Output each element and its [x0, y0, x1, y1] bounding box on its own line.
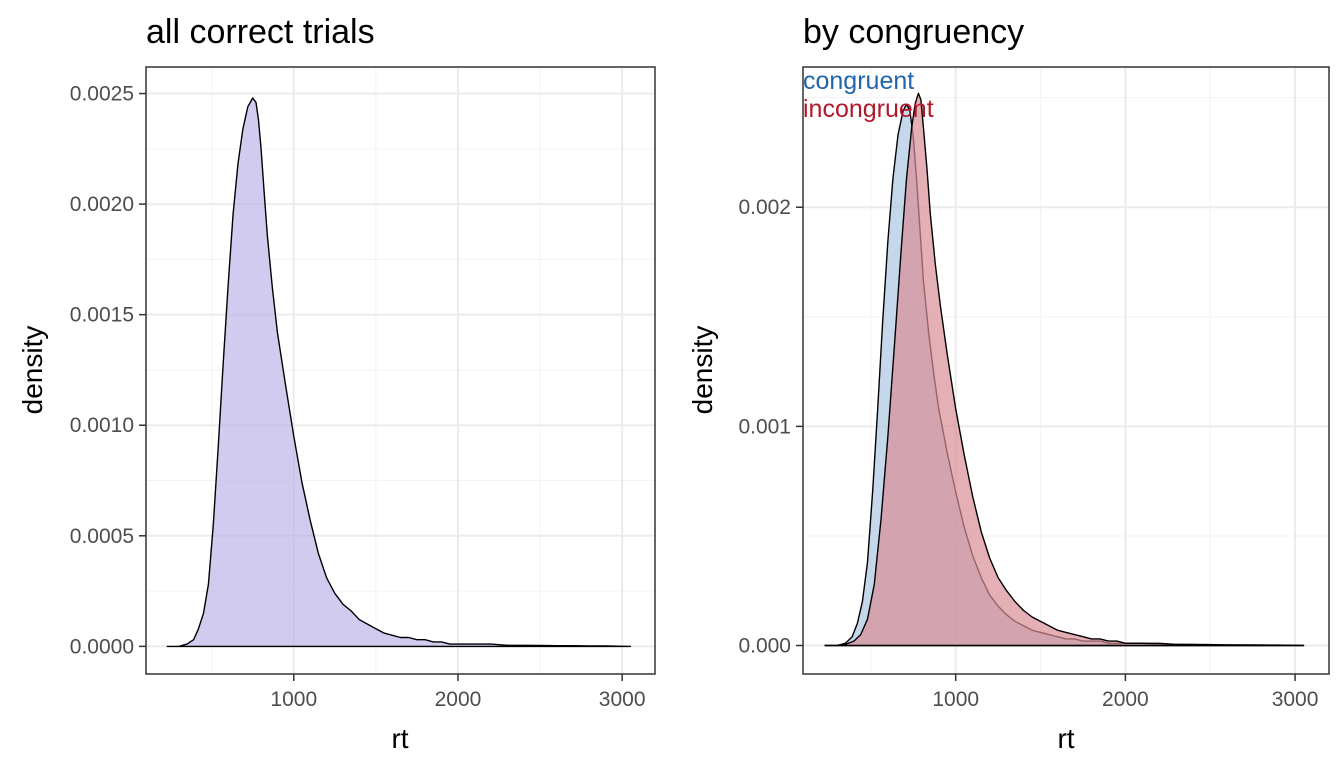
y-axis: 0.000 0.001 0.002 [738, 196, 803, 658]
legend-label-incongruent: incongruent [803, 95, 934, 123]
x-tick-label: 2000 [435, 688, 482, 711]
density-series-layer [166, 97, 632, 648]
x-tick-label: 2000 [1102, 688, 1149, 711]
x-tick-label: 3000 [1272, 688, 1319, 711]
x-tick-label: 3000 [599, 688, 646, 711]
panel-border [145, 66, 656, 675]
density-area [166, 97, 632, 648]
panel-by-congruency: by congruency 1000 2000 3000 0.0000.0010.0… [687, 13, 1330, 754]
density-series-layer [824, 92, 1305, 647]
chart-title: all correct trials [146, 13, 375, 51]
y-tick-label: 0.0005 [70, 525, 134, 548]
y-axis-title: density [687, 326, 718, 415]
y-tick-label: 0.0025 [70, 83, 134, 106]
y-tick-label: 0.000 [738, 635, 791, 658]
y-tick-label: 0.0020 [70, 193, 134, 216]
chart-title: by congruency [803, 13, 1024, 51]
y-tick-label: 0.001 [738, 415, 791, 438]
x-tick-label: 1000 [932, 688, 979, 711]
y-axis: 0.0000 0.0005 0.0010 0.0015 0.0020 0.0025 [70, 83, 146, 658]
panel-border [802, 66, 1330, 675]
y-tick-label: 0.002 [738, 196, 791, 219]
y-axis-title: density [17, 326, 48, 415]
y-tick-label: 0.0000 [70, 635, 134, 658]
x-axis: 1000 2000 3000 [270, 674, 646, 711]
legend: congruent incongruent [803, 67, 934, 123]
y-tick-label: 0.0010 [70, 414, 134, 437]
x-tick-label: 1000 [270, 688, 317, 711]
panel-all-correct-trials: all correct trials 1000 2000 3000 0.00000.… [17, 13, 656, 754]
x-axis-title: rt [1057, 723, 1074, 754]
x-axis: 1000 2000 3000 [932, 674, 1318, 711]
legend-label-congruent: congruent [803, 67, 914, 95]
grid [146, 67, 655, 674]
y-tick-label: 0.0015 [70, 304, 134, 327]
x-axis-title: rt [391, 723, 408, 754]
density-area-incongruent [824, 92, 1305, 647]
